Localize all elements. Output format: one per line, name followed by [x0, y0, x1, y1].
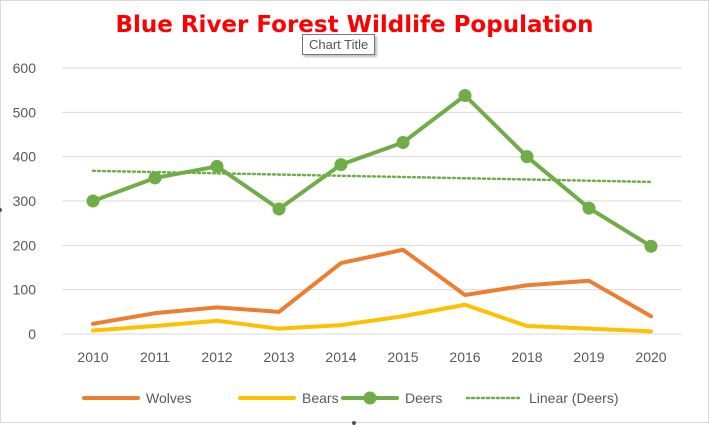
bottom-resize-handle[interactable]: [352, 421, 356, 425]
chart-title[interactable]: Blue River Forest Wildlife Population: [115, 12, 594, 38]
y-axis-ticks: 0 100 200 300 400 500 600: [13, 60, 37, 342]
legend: Wolves Bears Deers Linear (Deers): [82, 390, 618, 406]
data-point-deers[interactable]: [644, 239, 658, 253]
data-point-deers[interactable]: [148, 171, 162, 185]
x-tick-label: 2020: [635, 349, 666, 365]
data-point-deers[interactable]: [86, 194, 100, 208]
data-point-deers[interactable]: [458, 88, 472, 102]
y-tick-label: 0: [28, 326, 36, 342]
series-line-deers[interactable]: [91, 93, 653, 249]
x-tick-label: 2019: [573, 349, 604, 365]
x-tick-label: 2010: [77, 349, 108, 365]
gridlines: [62, 67, 682, 335]
x-axis-ticks: 2010 2011 2012 2013 2014 2015 2016 2018 2019 2020: [77, 349, 666, 365]
data-point-deers[interactable]: [210, 159, 224, 173]
data-point-deers[interactable]: [582, 201, 596, 215]
data-point-deers[interactable]: [272, 202, 286, 216]
series-line-wolves[interactable]: [91, 247, 653, 326]
legend-label-wolves[interactable]: Wolves: [146, 390, 192, 406]
x-tick-label: 2011: [140, 349, 170, 365]
legend-label-linear-deers[interactable]: Linear (Deers): [529, 390, 618, 406]
chart-title-tooltip: Chart Title: [302, 34, 376, 55]
x-tick-label: 2012: [201, 349, 232, 365]
y-tick-label: 300: [13, 193, 37, 209]
data-point-deers[interactable]: [520, 150, 534, 164]
x-tick-label: 2014: [325, 349, 356, 365]
y-tick-label: 200: [13, 237, 37, 253]
y-tick-label: 500: [13, 104, 37, 120]
data-point-deers[interactable]: [334, 158, 348, 172]
y-tick-label: 100: [13, 282, 37, 298]
data-point-deers[interactable]: [396, 135, 410, 149]
y-tick-label: 600: [13, 60, 37, 76]
y-tick-label: 400: [13, 149, 37, 165]
series-line-bears[interactable]: [91, 302, 653, 334]
legend-label-bears[interactable]: Bears: [302, 390, 339, 406]
x-tick-label: 2013: [263, 349, 294, 365]
left-resize-handle[interactable]: [0, 208, 2, 212]
legend-marker-deers: [363, 391, 377, 405]
x-tick-label: 2015: [387, 349, 418, 365]
legend-label-deers[interactable]: Deers: [405, 390, 442, 406]
x-tick-label: 2018: [511, 349, 542, 365]
series-layer: [86, 88, 658, 334]
x-tick-label: 2016: [449, 349, 480, 365]
